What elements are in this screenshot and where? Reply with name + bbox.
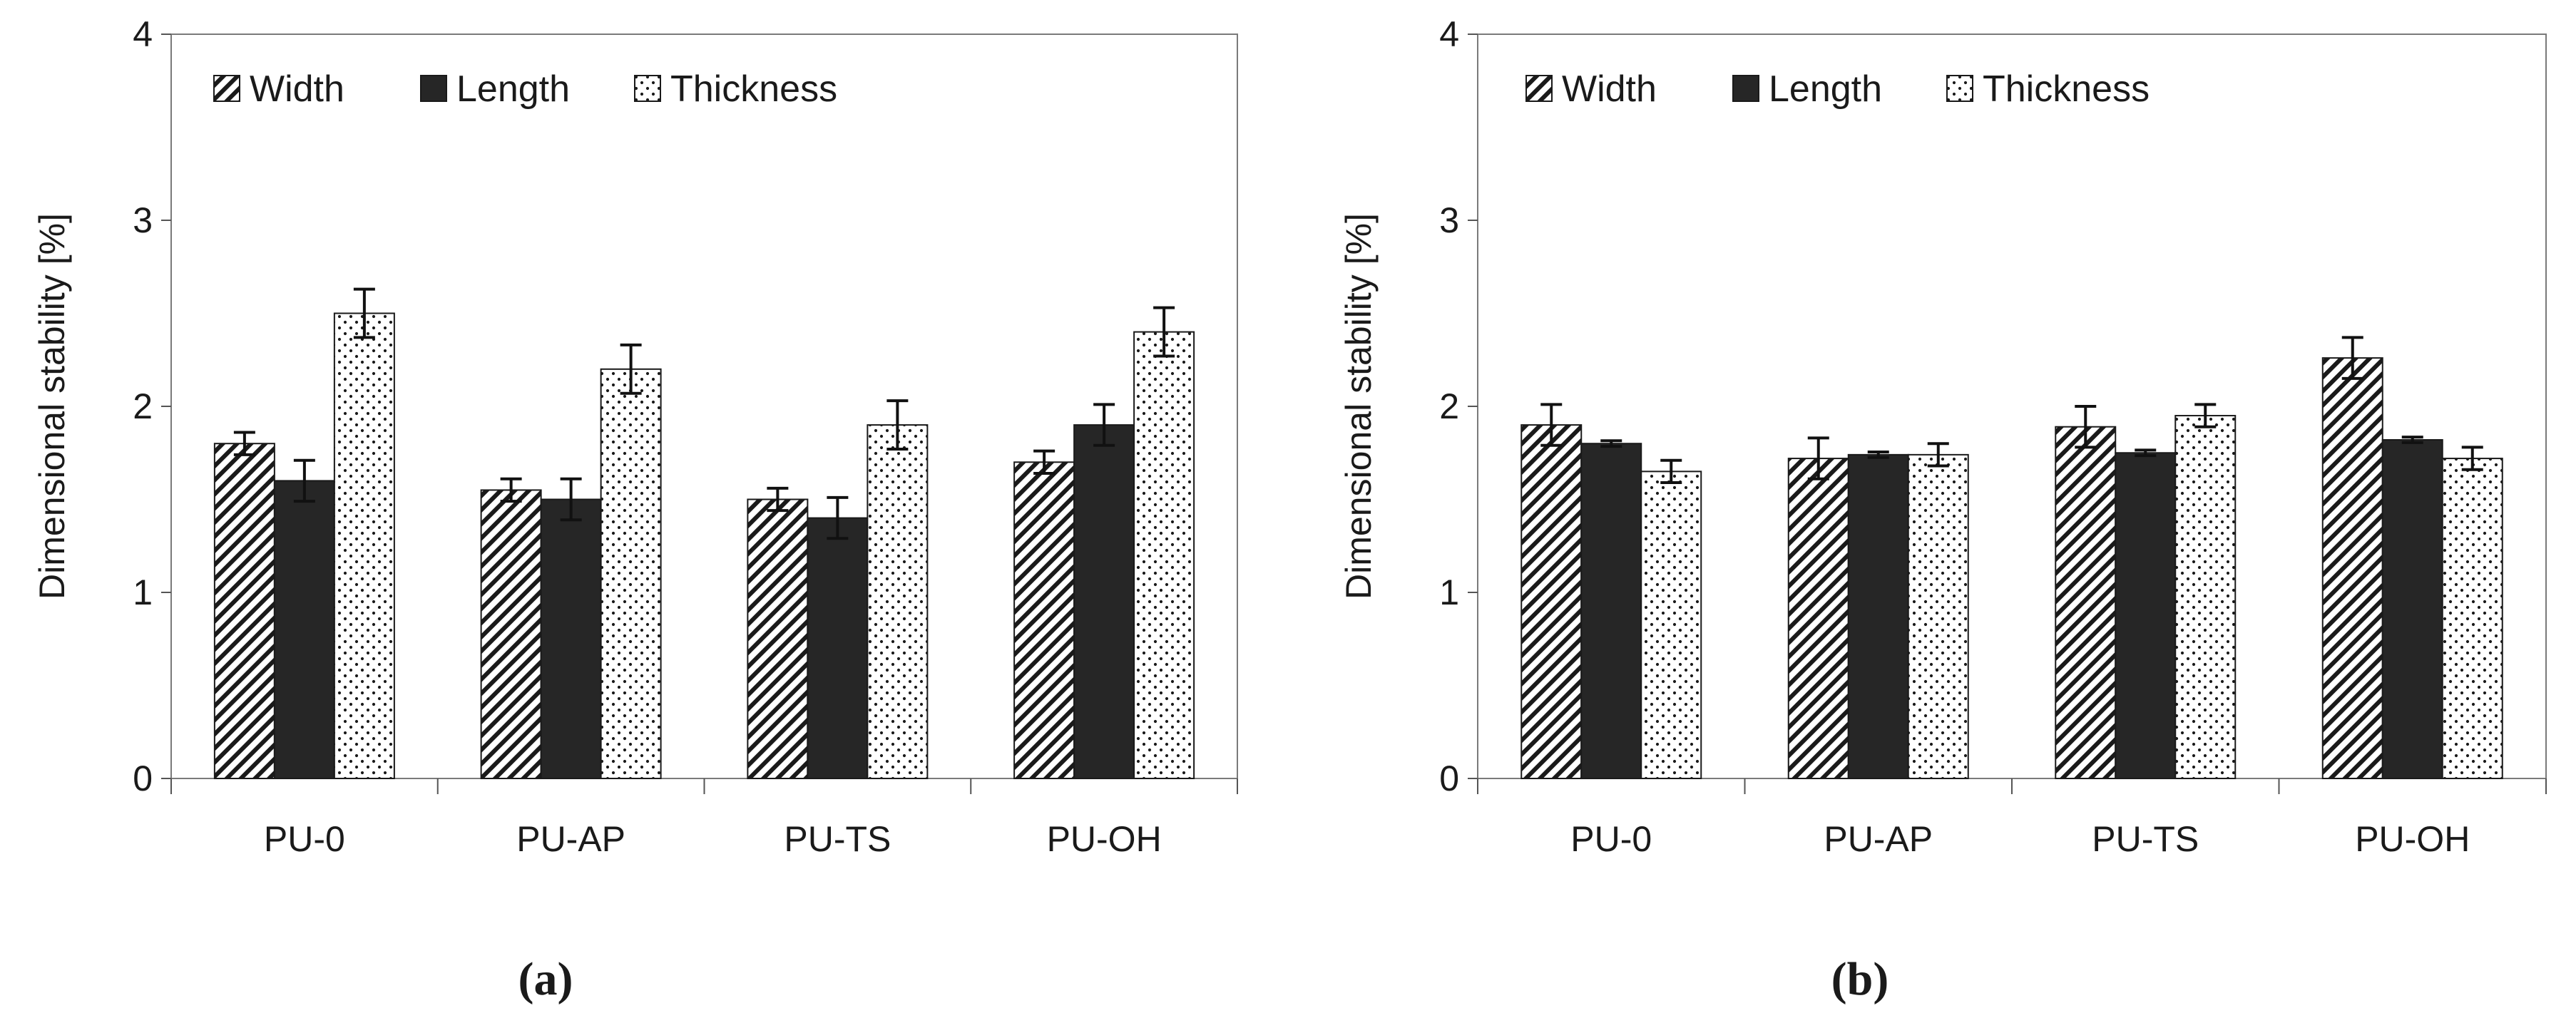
- error-bar: [2194, 403, 2217, 428]
- y-tick-label: 4: [1439, 14, 1459, 54]
- legend-label: Thickness: [1983, 68, 2150, 110]
- bar-width-pu-ts: [2055, 426, 2117, 780]
- bar-thickness-pu-0: [1640, 470, 1702, 779]
- panel-label: (b): [1831, 953, 1889, 1005]
- y-axis-label: Dimensional stability [%]: [32, 213, 72, 600]
- legend-item-length: Length: [420, 68, 570, 110]
- x-tick-label: PU-AP: [516, 819, 625, 859]
- legend-label: Width: [250, 68, 344, 110]
- error-bar: [886, 399, 909, 451]
- error-bar: [1093, 403, 1115, 447]
- error-bar: [233, 431, 255, 456]
- error-bar: [2401, 436, 2423, 444]
- bar-thickness-pu-0: [333, 312, 395, 779]
- bar-length-pu-ap: [1847, 453, 1909, 779]
- bar-width-pu-0: [1520, 424, 1583, 779]
- x-tick-label: PU-OH: [1047, 819, 1162, 859]
- bar-width-pu-ts: [747, 498, 809, 779]
- bar-thickness-pu-oh: [2441, 458, 2503, 780]
- bar-thickness-pu-oh: [1133, 331, 1195, 780]
- panel-label: (a): [518, 953, 573, 1005]
- error-bar: [1867, 450, 1889, 459]
- legend-label: Thickness: [670, 68, 837, 110]
- x-tick-label: PU-AP: [1824, 819, 1933, 859]
- x-tick-label: PU-TS: [784, 819, 891, 859]
- legend-swatch: [420, 75, 447, 102]
- error-bar: [620, 343, 642, 395]
- legend-item-width: Width: [1525, 68, 1657, 110]
- error-bar: [2135, 448, 2157, 458]
- bar-length-pu-0: [1580, 443, 1642, 779]
- error-bar: [560, 477, 582, 522]
- bar-width-pu-0: [213, 443, 275, 779]
- bar-thickness-pu-ts: [867, 424, 929, 779]
- x-tick-label: PU-0: [1570, 819, 1652, 859]
- y-tick-label: 2: [1439, 386, 1459, 426]
- error-bar: [1927, 442, 1949, 468]
- legend-swatch: [1525, 75, 1553, 102]
- y-tick-label: 3: [1439, 200, 1459, 240]
- legend-swatch: [213, 75, 240, 102]
- bar-width-pu-ap: [480, 489, 542, 779]
- error-bar: [1660, 458, 1682, 485]
- y-tick-label: 4: [133, 14, 153, 54]
- legend-label: Length: [456, 68, 570, 110]
- error-bar: [1807, 436, 1829, 480]
- legend-item-thickness: Thickness: [1946, 68, 2150, 110]
- error-bar: [500, 477, 522, 503]
- chart-panel-b: 0 1 2 3 4 Dimensional stability [%] PU-0 PU-AP P…: [1339, 14, 2547, 1005]
- error-bar: [767, 486, 789, 513]
- error-bar: [353, 287, 375, 339]
- bar-length-pu-0: [273, 480, 335, 780]
- error-bar: [293, 458, 315, 503]
- y-tick-label: 0: [1439, 759, 1459, 798]
- legend-label: Length: [1769, 68, 1882, 110]
- bar-thickness-pu-ap: [1907, 453, 1969, 779]
- error-bar: [827, 495, 849, 540]
- legend-item-length: Length: [1732, 68, 1882, 110]
- y-tick-label: 3: [133, 200, 153, 240]
- bar-thickness-pu-ap: [600, 368, 662, 779]
- legend-swatch: [1946, 75, 1973, 102]
- bar-width-pu-oh: [2321, 357, 2383, 779]
- error-bar: [1153, 306, 1175, 358]
- x-tick-label: PU-TS: [2092, 819, 2199, 859]
- y-tick-label: 1: [1439, 572, 1459, 612]
- bar-length-pu-oh: [2381, 438, 2443, 779]
- error-bar: [1600, 439, 1622, 448]
- legend-swatch: [634, 75, 661, 102]
- y-tick-label: 0: [133, 759, 153, 798]
- bar-thickness-pu-ts: [2174, 415, 2237, 779]
- legend-label: Width: [1562, 68, 1657, 110]
- x-tick-label: PU-OH: [2355, 819, 2470, 859]
- error-bar: [2461, 446, 2483, 471]
- error-bar: [1540, 403, 1563, 447]
- bar-length-pu-ap: [540, 498, 602, 779]
- bar-length-pu-ts: [2115, 452, 2177, 779]
- bar-width-pu-ap: [1787, 458, 1849, 780]
- chart-panel-a: 0 1 2 3 4 Dimensional stability [%] PU-0 PU-AP P…: [32, 14, 1238, 1005]
- error-bar: [2341, 336, 2363, 380]
- y-tick-label: 1: [133, 572, 153, 612]
- y-tick-label: 2: [133, 386, 153, 426]
- legend-item-width: Width: [213, 68, 344, 110]
- legend-swatch: [1732, 75, 1759, 102]
- bar-width-pu-oh: [1013, 461, 1075, 779]
- bar-length-pu-ts: [807, 517, 869, 779]
- error-bar: [1033, 449, 1056, 475]
- bar-length-pu-oh: [1073, 424, 1135, 779]
- legend-item-thickness: Thickness: [634, 68, 837, 110]
- x-tick-label: PU-0: [264, 819, 345, 859]
- y-axis-label: Dimensional stability [%]: [1339, 213, 1379, 600]
- error-bar: [2075, 405, 2097, 449]
